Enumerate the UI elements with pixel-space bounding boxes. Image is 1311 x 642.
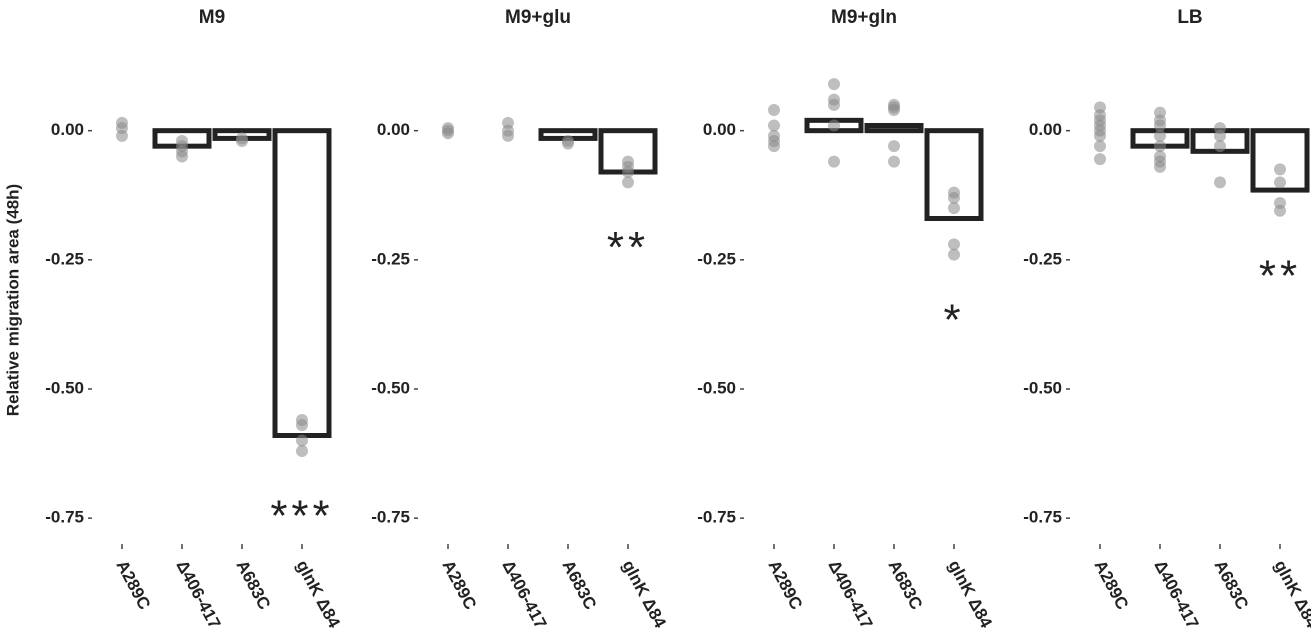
data-point [502, 129, 514, 142]
data-point [1094, 129, 1106, 142]
y-tick-label: 0.00 [1029, 120, 1062, 139]
data-point [296, 434, 308, 447]
x-tick-label: A683C [559, 557, 601, 613]
x-tick-label: glnK Δ84 [293, 557, 345, 631]
data-point [828, 98, 840, 111]
panel-title: M9 [199, 7, 225, 28]
bar [924, 128, 984, 222]
data-point [948, 248, 960, 261]
data-point [828, 78, 840, 91]
y-tick-label: -0.75 [45, 508, 84, 527]
panel-title: M9+glu [505, 7, 571, 28]
y-tick-label: -0.50 [45, 378, 84, 397]
x-tick-label: glnK Δ84 [945, 557, 997, 631]
x-tick-label: A289C [1091, 557, 1133, 613]
y-axis-label: Relative migration area (48h) [3, 184, 22, 416]
data-point [296, 445, 308, 457]
x-tick-label: A683C [885, 557, 927, 613]
y-tick-label: -0.25 [1023, 249, 1062, 268]
data-point [1214, 176, 1226, 189]
x-tick-label: glnK Δ84 [619, 557, 671, 631]
y-tick-label: 0.00 [51, 120, 84, 139]
data-point [236, 135, 248, 147]
significance: ** [1259, 251, 1301, 300]
y-tick-label: -0.75 [1023, 508, 1062, 527]
data-point [116, 129, 128, 142]
x-tick-label: Δ406-417 [499, 557, 551, 632]
x-tick-label: Δ406-417 [173, 557, 225, 632]
significance: ** [607, 223, 649, 272]
y-tick-label: -0.50 [697, 378, 736, 397]
bar [1250, 128, 1310, 193]
x-tick-label: Δ406-417 [825, 557, 877, 632]
y-tick-label: -0.25 [697, 249, 736, 268]
data-point [1274, 163, 1286, 176]
data-point [296, 419, 308, 432]
data-point [1094, 140, 1106, 153]
significance: * [943, 295, 964, 344]
data-point [1154, 129, 1166, 142]
data-point [888, 155, 900, 168]
x-tick-label: A683C [233, 557, 275, 613]
data-point [1154, 140, 1166, 153]
x-tick-label: A683C [1211, 557, 1253, 613]
data-point [1274, 204, 1286, 217]
data-point [768, 140, 780, 153]
x-tick-label: glnK Δ84 [1271, 557, 1311, 631]
data-point [562, 137, 574, 150]
y-tick-label: 0.00 [377, 120, 410, 139]
data-point [1274, 176, 1286, 189]
data-point [442, 127, 454, 140]
data-point [768, 104, 780, 116]
data-point [1094, 153, 1106, 166]
x-tick-label: Δ406-417 [1151, 557, 1203, 632]
y-tick-label: -0.75 [371, 508, 410, 527]
significance: *** [270, 492, 333, 541]
data-point [888, 140, 900, 153]
data-point [176, 150, 188, 163]
bar [864, 123, 924, 134]
bar [272, 128, 332, 439]
y-tick-label: -0.50 [1023, 378, 1062, 397]
data-point [622, 176, 634, 189]
y-tick-label: 0.00 [703, 120, 736, 139]
y-tick-label: -0.50 [371, 378, 410, 397]
panel-title: LB [1177, 7, 1202, 28]
panel-title: M9+gln [831, 7, 897, 28]
data-point [828, 155, 840, 168]
data-point [948, 202, 960, 215]
y-tick-label: -0.25 [371, 249, 410, 268]
data-point [1214, 129, 1226, 142]
data-point [948, 238, 960, 251]
data-point [828, 119, 840, 132]
data-point [1154, 160, 1166, 173]
x-tick-label: A289C [113, 557, 155, 613]
data-point [622, 166, 634, 178]
x-tick-label: A289C [765, 557, 807, 613]
data-point [948, 191, 960, 204]
data-point [768, 119, 780, 132]
data-point [1154, 119, 1166, 132]
y-tick-label: -0.25 [45, 249, 84, 268]
x-tick-label: A289C [439, 557, 481, 613]
data-point [888, 104, 900, 116]
y-tick-label: -0.75 [697, 508, 736, 527]
data-point [1214, 140, 1226, 153]
